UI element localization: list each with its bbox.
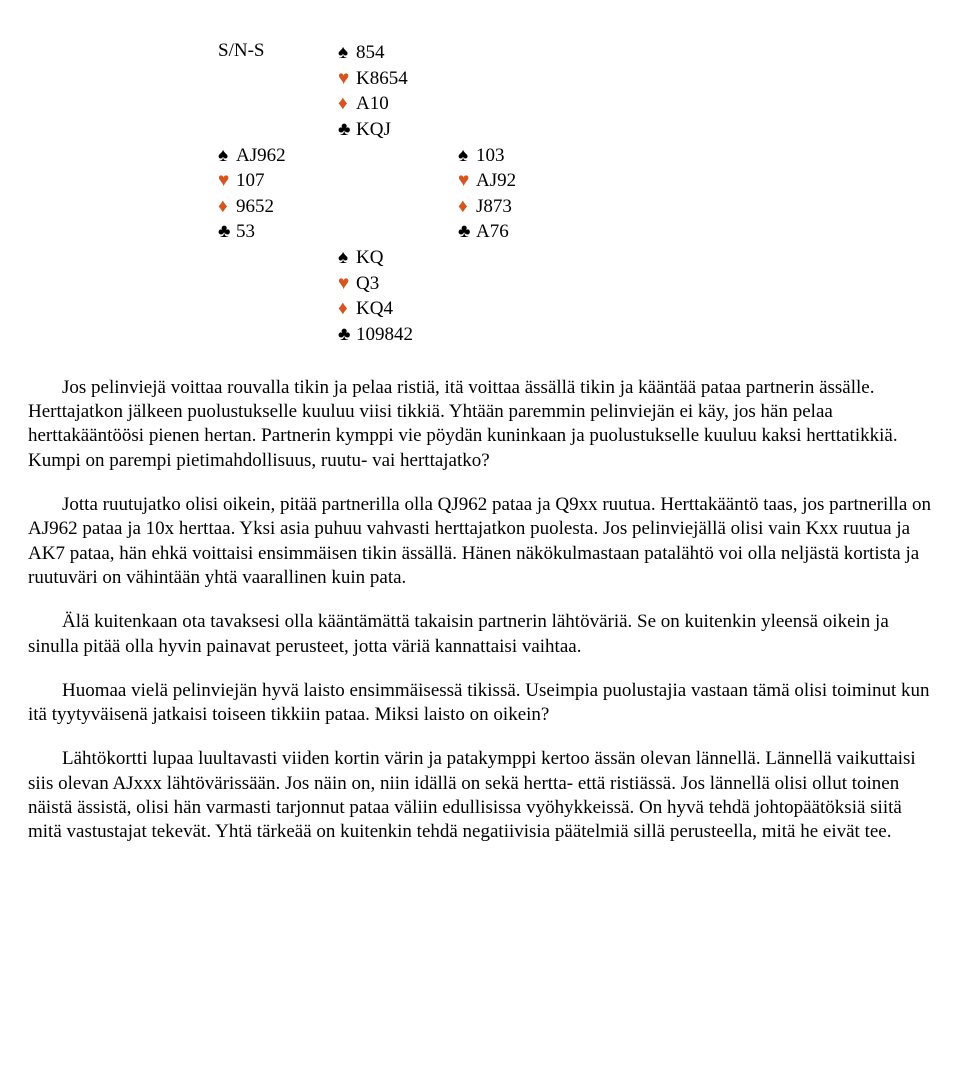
deal-grid: S/N-S ♠854 ♥K8654 ♦A10 ♣KQJ ♠AJ962 ♥107 … <box>218 40 932 348</box>
paragraph-3: Älä kuitenkaan ota tavaksesi olla kääntä… <box>28 610 932 659</box>
heart-icon: ♥ <box>338 66 356 92</box>
south-hearts: Q3 <box>356 273 379 294</box>
hand-north: ♠854 ♥K8654 ♦A10 ♣KQJ <box>338 40 458 143</box>
east-hearts: AJ92 <box>476 170 516 191</box>
paragraph-2: Jotta ruutujatko olisi oikein, pitää par… <box>28 493 932 590</box>
south-spades: KQ <box>356 247 383 268</box>
north-clubs: KQJ <box>356 119 391 140</box>
club-icon: ♣ <box>338 322 356 348</box>
east-spades: 103 <box>476 145 505 166</box>
west-spades: AJ962 <box>236 145 286 166</box>
spade-icon: ♠ <box>218 143 236 169</box>
south-clubs: 109842 <box>356 324 413 345</box>
paragraph-1: Jos pelinviejä voittaa rouvalla tikin ja… <box>28 376 932 473</box>
north-spades: 854 <box>356 42 385 63</box>
west-hearts: 107 <box>236 170 265 191</box>
hand-west: ♠AJ962 ♥107 ♦9652 ♣53 <box>218 143 338 246</box>
spade-icon: ♠ <box>338 245 356 271</box>
diamond-icon: ♦ <box>218 194 236 220</box>
spade-icon: ♠ <box>458 143 476 169</box>
paragraph-5: Lähtökortti lupaa luultavasti viiden kor… <box>28 747 932 844</box>
deal-label: S/N-S <box>218 40 338 143</box>
paragraph-4: Huomaa vielä pelinviejän hyvä laisto ens… <box>28 679 932 728</box>
hand-south: ♠KQ ♥Q3 ♦KQ4 ♣109842 <box>338 245 458 348</box>
club-icon: ♣ <box>218 219 236 245</box>
east-clubs: A76 <box>476 221 509 242</box>
diamond-icon: ♦ <box>338 91 356 117</box>
diamond-icon: ♦ <box>458 194 476 220</box>
west-diamonds: 9652 <box>236 196 274 217</box>
north-hearts: K8654 <box>356 68 408 89</box>
east-diamonds: J873 <box>476 196 512 217</box>
diamond-icon: ♦ <box>338 296 356 322</box>
spade-icon: ♠ <box>338 40 356 66</box>
hand-east: ♠103 ♥AJ92 ♦J873 ♣A76 <box>458 143 578 246</box>
club-icon: ♣ <box>458 219 476 245</box>
heart-icon: ♥ <box>218 168 236 194</box>
club-icon: ♣ <box>338 117 356 143</box>
north-diamonds: A10 <box>356 93 389 114</box>
south-diamonds: KQ4 <box>356 298 393 319</box>
heart-icon: ♥ <box>338 271 356 297</box>
heart-icon: ♥ <box>458 168 476 194</box>
bridge-deal: S/N-S ♠854 ♥K8654 ♦A10 ♣KQJ ♠AJ962 ♥107 … <box>218 40 932 348</box>
west-clubs: 53 <box>236 221 255 242</box>
